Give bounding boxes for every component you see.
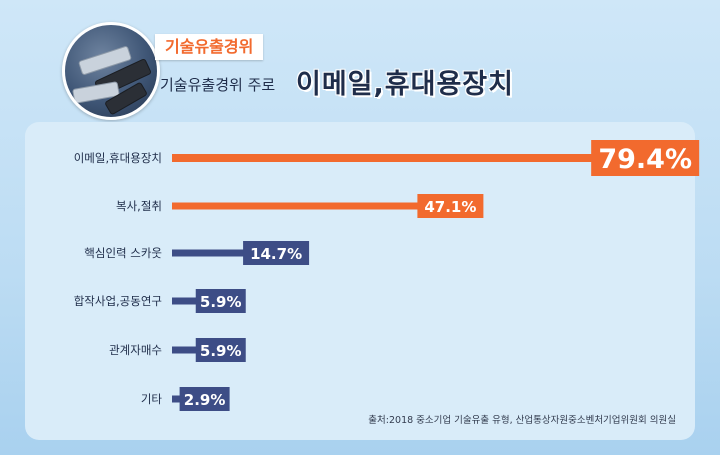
bar xyxy=(172,297,204,305)
bar xyxy=(172,202,426,210)
category-label: 핵심인력 스카웃 xyxy=(84,246,162,260)
bar xyxy=(172,154,600,162)
usb-drives-photo xyxy=(62,22,160,120)
value-label-box xyxy=(195,289,246,313)
value-label: 14.7% xyxy=(250,245,302,263)
value-label: 5.9% xyxy=(200,293,242,311)
chart-panel xyxy=(25,122,695,440)
value-label-box xyxy=(195,338,246,362)
category-label: 복사,절취 xyxy=(116,199,162,213)
category-label: 관계자매수 xyxy=(109,343,162,357)
header-headline: 이메일,휴대용장치 xyxy=(296,69,514,100)
value-label-box xyxy=(243,241,310,265)
header: 기술유출경위 기술유출경위 주로 이메일,휴대용장치 xyxy=(0,0,720,120)
category-label: 이메일,휴대용장치 xyxy=(74,151,162,165)
value-label: 79.4% xyxy=(598,144,692,175)
value-label-box xyxy=(179,387,230,411)
source-note: 출처:2018 중소기업 기술유출 유형, 산업통상자원중소벤처기업위원회 의원… xyxy=(368,415,676,426)
header-tag: 기술유출경위 xyxy=(155,34,264,60)
bar xyxy=(172,249,252,257)
value-label-box xyxy=(591,140,700,176)
value-label-box xyxy=(417,194,484,218)
value-label: 2.9% xyxy=(184,391,226,409)
category-label: 기타 xyxy=(141,392,163,406)
bar xyxy=(172,346,204,354)
value-label: 47.1% xyxy=(424,198,476,216)
header-subtitle: 기술유출경위 주로 xyxy=(160,76,276,94)
category-label: 합작사업,공동연구 xyxy=(74,294,162,308)
value-label: 5.9% xyxy=(200,342,242,360)
